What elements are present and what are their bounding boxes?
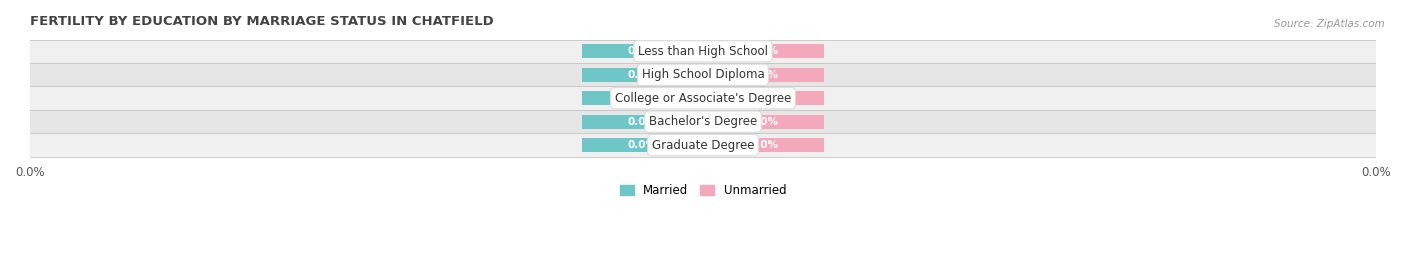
Text: 0.0%: 0.0% (628, 117, 657, 127)
Text: 0.0%: 0.0% (628, 93, 657, 103)
Bar (582, 44, 703, 58)
Text: 0.0%: 0.0% (749, 140, 778, 150)
Bar (30, 40, 1376, 63)
Bar (703, 68, 824, 82)
Legend: Married, Unmarried: Married, Unmarried (614, 179, 792, 202)
Bar (582, 68, 703, 82)
Bar (30, 110, 1376, 133)
Text: Graduate Degree: Graduate Degree (652, 139, 754, 151)
Text: 0.0%: 0.0% (749, 70, 778, 80)
Text: College or Associate's Degree: College or Associate's Degree (614, 92, 792, 105)
Bar (582, 91, 703, 105)
Text: 0.0%: 0.0% (628, 46, 657, 56)
Text: 0.0%: 0.0% (628, 70, 657, 80)
Text: Bachelor's Degree: Bachelor's Degree (650, 115, 756, 128)
Bar (703, 91, 824, 105)
Text: High School Diploma: High School Diploma (641, 68, 765, 81)
Bar (703, 138, 824, 152)
Text: FERTILITY BY EDUCATION BY MARRIAGE STATUS IN CHATFIELD: FERTILITY BY EDUCATION BY MARRIAGE STATU… (30, 15, 494, 28)
Text: 0.0%: 0.0% (749, 93, 778, 103)
Bar (30, 63, 1376, 86)
Bar (582, 138, 703, 152)
Text: Source: ZipAtlas.com: Source: ZipAtlas.com (1274, 19, 1385, 29)
Text: 0.0%: 0.0% (749, 46, 778, 56)
Text: 0.0%: 0.0% (628, 140, 657, 150)
Bar (703, 44, 824, 58)
Text: 0.0%: 0.0% (749, 117, 778, 127)
Bar (30, 133, 1376, 157)
Bar (582, 114, 703, 129)
Bar (703, 114, 824, 129)
Text: Less than High School: Less than High School (638, 45, 768, 58)
Bar (30, 86, 1376, 110)
